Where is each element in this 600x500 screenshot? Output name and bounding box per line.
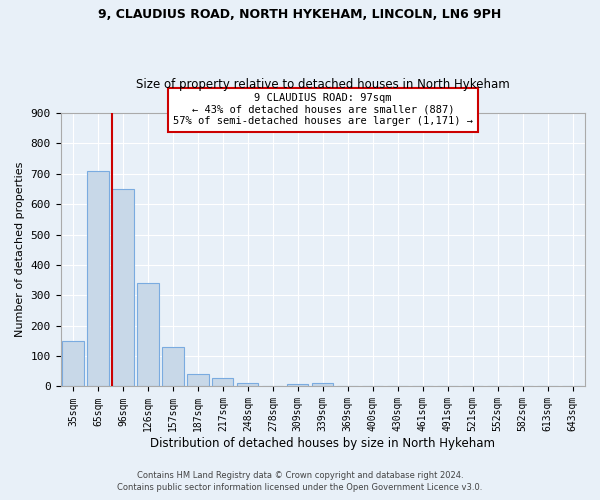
Y-axis label: Number of detached properties: Number of detached properties (15, 162, 25, 338)
Bar (62, 341, 83, 386)
Text: 9 CLAUDIUS ROAD: 97sqm
← 43% of detached houses are smaller (887)
57% of semi-de: 9 CLAUDIUS ROAD: 97sqm ← 43% of detached… (173, 93, 473, 126)
Title: Size of property relative to detached houses in North Hykeham: Size of property relative to detached ho… (136, 78, 509, 91)
Bar (137, 283, 158, 387)
Text: Contains HM Land Registry data © Crown copyright and database right 2024.
Contai: Contains HM Land Registry data © Crown c… (118, 471, 482, 492)
Bar (112, 189, 134, 386)
Bar (88, 170, 109, 386)
Bar (237, 384, 259, 386)
Bar (212, 378, 233, 386)
X-axis label: Distribution of detached houses by size in North Hykeham: Distribution of detached houses by size … (150, 437, 495, 450)
Bar (312, 384, 334, 386)
Text: 9, CLAUDIUS ROAD, NORTH HYKEHAM, LINCOLN, LN6 9PH: 9, CLAUDIUS ROAD, NORTH HYKEHAM, LINCOLN… (98, 8, 502, 20)
Bar (187, 374, 209, 386)
Bar (163, 347, 184, 387)
Bar (287, 384, 308, 386)
